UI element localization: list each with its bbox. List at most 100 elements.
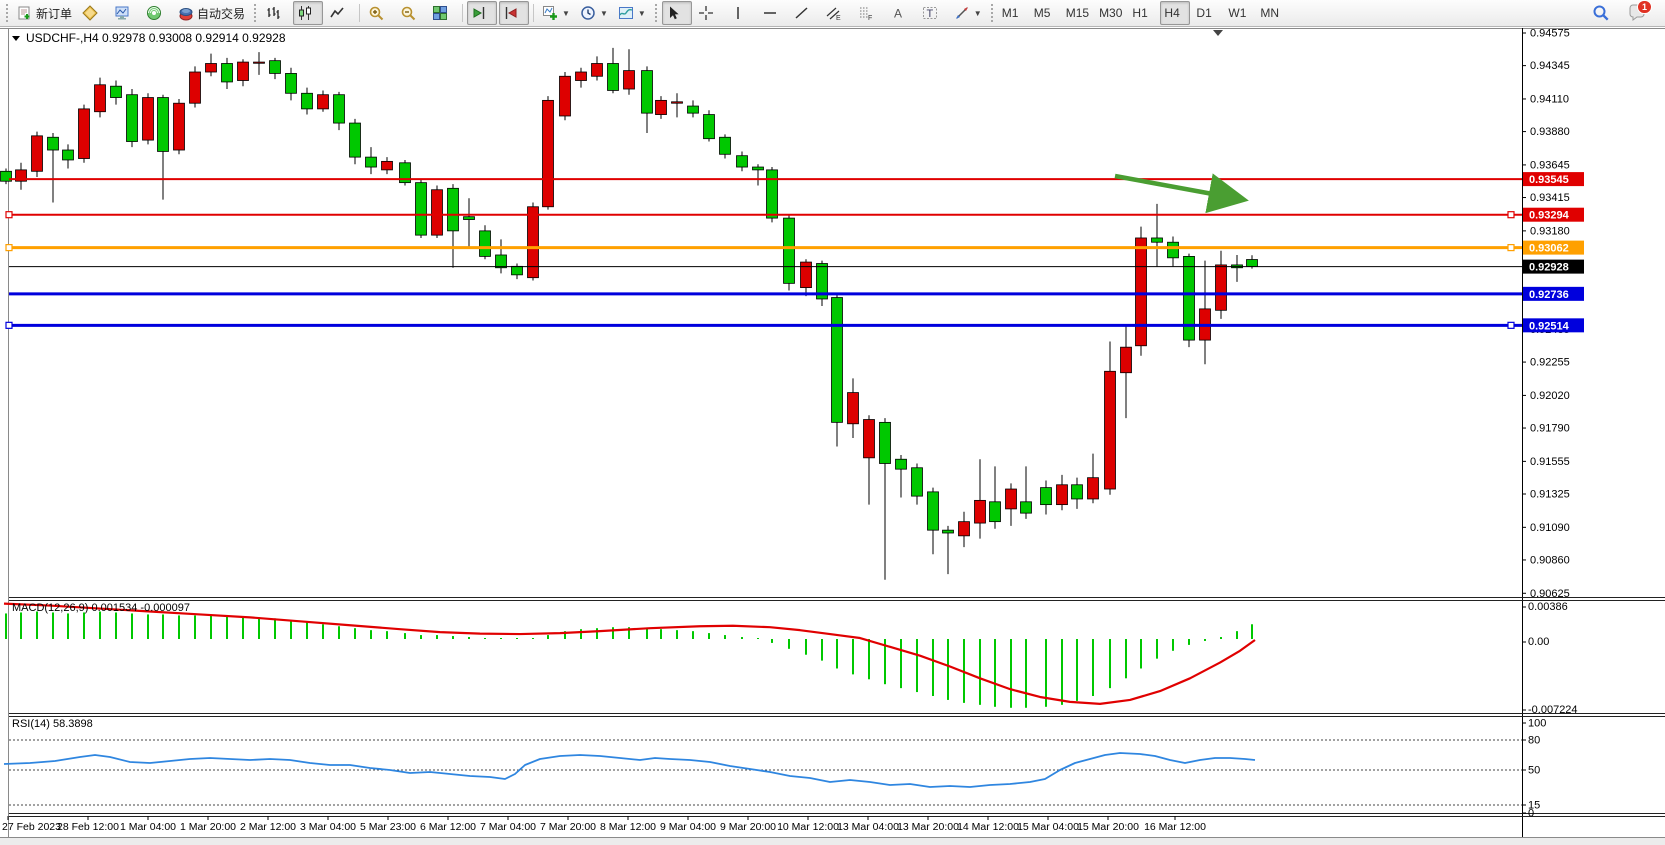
tf-h4-button[interactable]: H4 bbox=[1160, 1, 1191, 25]
zoom-out-button[interactable] bbox=[396, 1, 426, 25]
chart-shift-button[interactable] bbox=[499, 1, 530, 25]
arrows-icon bbox=[954, 5, 970, 21]
crosshair-button[interactable] bbox=[694, 1, 724, 25]
rsi-axis-label: 80 bbox=[1528, 735, 1540, 747]
date-axis-label: 6 Mar 12:00 bbox=[420, 821, 476, 833]
text-button[interactable]: A bbox=[886, 1, 916, 25]
market-watch-button[interactable] bbox=[110, 1, 140, 25]
dropdown-caret-icon[interactable]: ▼ bbox=[973, 8, 982, 18]
add-indicator-button[interactable]: ▼ bbox=[538, 1, 574, 25]
line-chart-button[interactable] bbox=[325, 1, 355, 25]
hline-0.92514[interactable] bbox=[5, 321, 1522, 329]
search-icon bbox=[1592, 4, 1610, 22]
line-handle[interactable] bbox=[5, 244, 13, 252]
candle bbox=[847, 392, 859, 425]
fibonacci-button[interactable]: F bbox=[854, 1, 884, 25]
svg-text:0.92514: 0.92514 bbox=[1529, 320, 1570, 332]
line-handle[interactable] bbox=[5, 211, 13, 219]
toolbar-separator bbox=[533, 4, 535, 22]
label-icon: T bbox=[922, 5, 938, 21]
candle bbox=[1215, 264, 1227, 311]
chart-window-button[interactable] bbox=[78, 1, 108, 25]
date-axis-label: 15 Mar 04:00 bbox=[1017, 821, 1079, 833]
candle bbox=[719, 136, 731, 155]
candle bbox=[831, 297, 843, 423]
tile-windows-icon bbox=[432, 5, 448, 21]
tf-m15-button[interactable]: M15 bbox=[1062, 1, 1093, 25]
candle bbox=[895, 458, 907, 470]
tf-d1-button[interactable]: D1 bbox=[1192, 1, 1222, 25]
tf-h4-button-label: H4 bbox=[1164, 6, 1180, 20]
price-axis-label: 0.93180 bbox=[1530, 225, 1570, 237]
template-button[interactable]: ▼ bbox=[614, 1, 650, 25]
period-button[interactable]: ▼ bbox=[576, 1, 612, 25]
candle bbox=[0, 170, 12, 182]
candle bbox=[942, 529, 954, 534]
line-handle[interactable] bbox=[1507, 321, 1515, 329]
horizontal-line-icon bbox=[762, 5, 778, 21]
search-button[interactable] bbox=[1588, 1, 1618, 25]
candle bbox=[527, 206, 539, 279]
date-axis-label: 2 Mar 12:00 bbox=[240, 821, 296, 833]
candle bbox=[399, 162, 411, 184]
candle bbox=[301, 92, 313, 110]
price-axis: 0.94575 0.94345 0.94110 0.93880 0.93645 0.934… bbox=[1522, 28, 1578, 820]
signals-button[interactable] bbox=[142, 1, 172, 25]
candle bbox=[62, 149, 74, 161]
hline-0.93294[interactable] bbox=[5, 211, 1522, 219]
line-handle[interactable] bbox=[5, 321, 13, 329]
dropdown-caret-icon[interactable]: ▼ bbox=[562, 8, 570, 18]
zoom-in-button[interactable] bbox=[364, 1, 394, 25]
candle bbox=[365, 156, 377, 168]
candle bbox=[157, 97, 169, 152]
tf-m1-button[interactable]: M1 bbox=[998, 1, 1028, 25]
tf-mn-button[interactable]: MN bbox=[1256, 1, 1286, 25]
candle bbox=[958, 521, 970, 537]
hline-0.93062[interactable] bbox=[5, 244, 1522, 252]
tf-m30-button[interactable]: M30 bbox=[1095, 1, 1126, 25]
macd-panel: MACD(12,26,9) 0.001534 -0.000097 bbox=[3, 602, 1256, 708]
toolbar-separator bbox=[462, 4, 464, 22]
candle bbox=[381, 160, 393, 171]
date-axis-label: 9 Mar 04:00 bbox=[660, 821, 716, 833]
line-handle[interactable] bbox=[1507, 244, 1515, 252]
autotrading-button[interactable]: 自动交易 bbox=[174, 1, 249, 25]
trendline-button[interactable] bbox=[790, 1, 820, 25]
price-axis-label: 0.94110 bbox=[1530, 93, 1569, 105]
notifications-button[interactable]: 1 bbox=[1624, 0, 1654, 25]
date-axis-label: 5 Mar 23:00 bbox=[360, 821, 416, 833]
chart-shift-marker-icon[interactable] bbox=[1213, 30, 1223, 36]
dropdown-caret-icon[interactable]: ▼ bbox=[599, 8, 608, 18]
horizontal-line-button[interactable] bbox=[758, 1, 788, 25]
new-order-button[interactable]: 新订单 bbox=[13, 1, 76, 25]
trend-arrow-annotation[interactable] bbox=[1114, 173, 1249, 214]
candlestick-chart-button[interactable] bbox=[293, 1, 324, 25]
text-label-button[interactable]: T bbox=[918, 1, 948, 25]
arrows-button[interactable]: ▼ bbox=[950, 1, 986, 25]
bar-chart-button[interactable] bbox=[261, 1, 291, 25]
equidistant-channel-button[interactable]: E bbox=[822, 1, 852, 25]
rsi-line bbox=[3, 752, 1256, 788]
candle bbox=[221, 63, 233, 83]
auto-scroll-button[interactable] bbox=[467, 1, 498, 25]
line-handle[interactable] bbox=[1507, 211, 1515, 219]
chart-title: USDCHF-,H4 0.92978 0.93008 0.92914 0.929… bbox=[12, 31, 286, 45]
channel-icon: E bbox=[826, 5, 842, 21]
symbol-dropdown-icon[interactable] bbox=[12, 36, 20, 41]
vertical-line-button[interactable] bbox=[726, 1, 756, 25]
candle bbox=[511, 265, 523, 276]
tile-windows-button[interactable] bbox=[428, 1, 458, 25]
tf-m5-button[interactable]: M5 bbox=[1030, 1, 1060, 25]
tf-m1-button-label: M1 bbox=[1001, 6, 1019, 20]
dropdown-caret-icon[interactable]: ▼ bbox=[637, 8, 646, 18]
tf-h1-button[interactable]: H1 bbox=[1128, 1, 1158, 25]
cursor-button[interactable] bbox=[661, 1, 692, 25]
tf-w1-button[interactable]: W1 bbox=[1224, 1, 1254, 25]
price-axis-label: 0.90625 bbox=[1530, 588, 1570, 600]
candle bbox=[1005, 488, 1017, 510]
tf-mn-button-label: MN bbox=[1260, 6, 1280, 20]
date-axis-label: 7 Mar 04:00 bbox=[480, 821, 536, 833]
candle bbox=[816, 263, 828, 300]
svg-text:F: F bbox=[868, 15, 872, 21]
macd-axis-label: 0.00386 bbox=[1528, 601, 1568, 613]
